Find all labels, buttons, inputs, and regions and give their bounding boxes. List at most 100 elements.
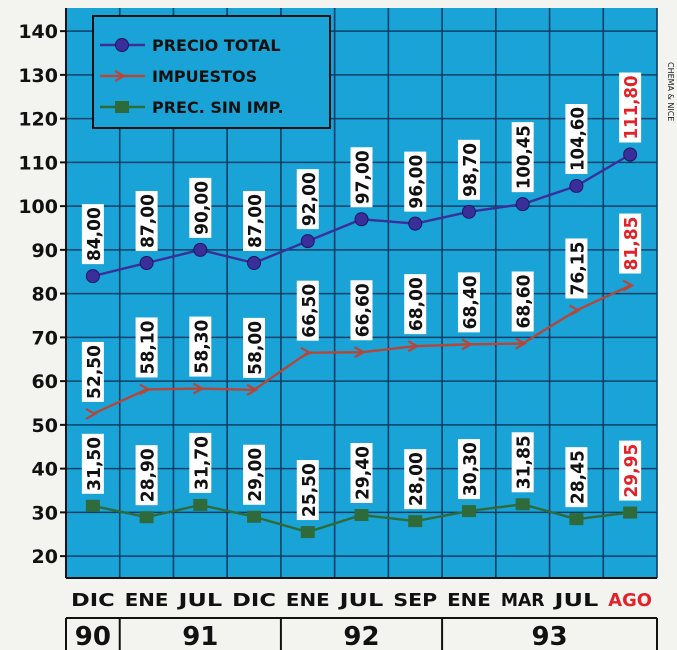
data-point bbox=[193, 242, 208, 257]
data-label-box bbox=[457, 439, 480, 500]
legend-marker bbox=[114, 70, 127, 82]
y-tick-label: 20 bbox=[32, 546, 58, 568]
x-tick-label: JUL bbox=[337, 590, 383, 611]
y-tick-label: 90 bbox=[32, 240, 58, 262]
data-label: 31,50 bbox=[84, 437, 105, 491]
x-tick-label: SEP bbox=[393, 590, 437, 611]
data-label: 66,60 bbox=[353, 283, 374, 337]
data-point bbox=[568, 304, 581, 317]
legend-label: PREC. SIN IMP. bbox=[152, 98, 284, 117]
data-label-box bbox=[511, 432, 534, 493]
data-point bbox=[354, 509, 369, 521]
y-axis: 20 30 40 50 60 70 80 90 100 110 120 130 140 bbox=[18, 8, 67, 578]
data-label-box bbox=[296, 280, 319, 341]
data-point bbox=[193, 498, 208, 511]
data-label-box bbox=[565, 447, 588, 508]
legend-label: PRECIO TOTAL bbox=[152, 36, 281, 55]
data-point bbox=[622, 279, 635, 292]
data-label: 111,80 bbox=[621, 76, 642, 140]
data-label-box bbox=[565, 104, 588, 174]
data-label: 28,45 bbox=[567, 450, 588, 504]
data-point bbox=[247, 256, 262, 270]
data-label-box bbox=[619, 213, 642, 274]
x-tick-label: AGO bbox=[608, 590, 652, 611]
data-label: 92,00 bbox=[299, 172, 320, 226]
data-label: 96,00 bbox=[406, 155, 427, 209]
data-point bbox=[623, 147, 638, 162]
data-label-box bbox=[296, 460, 319, 521]
data-label: 28,00 bbox=[406, 452, 427, 506]
data-label-box bbox=[350, 147, 373, 208]
data-label-box bbox=[404, 449, 427, 510]
data-label: 29,40 bbox=[353, 446, 374, 500]
data-point bbox=[515, 337, 527, 350]
data-label: 87,00 bbox=[138, 194, 159, 248]
y-tick-label: 120 bbox=[18, 109, 58, 131]
data-label: 58,30 bbox=[191, 320, 212, 374]
data-label: 25,50 bbox=[299, 463, 320, 517]
data-label: 66,50 bbox=[299, 284, 320, 338]
y-tick-label: 70 bbox=[32, 327, 58, 349]
data-label: 31,70 bbox=[191, 436, 212, 490]
data-label: 58,00 bbox=[245, 321, 266, 375]
x-axis: DIC ENE JUL DIC ENE JUL SEP ENE MAR JUL AGO 90 91 92 9… bbox=[65, 577, 658, 650]
data-label: 29,95 bbox=[621, 444, 642, 498]
data-label-box bbox=[189, 316, 212, 377]
x-tick-label: DIC bbox=[71, 590, 115, 611]
data-label-box bbox=[81, 341, 104, 402]
data-label: 104,60 bbox=[567, 107, 588, 171]
data-label: 87,00 bbox=[245, 194, 266, 248]
credit-text: CHEMA & NICE bbox=[666, 62, 675, 121]
y-tick-label: 50 bbox=[32, 415, 58, 437]
data-label: 90,00 bbox=[191, 181, 212, 235]
data-label: 68,40 bbox=[460, 275, 481, 329]
legend: PRECIO TOTAL IMPUESTOS PREC. SIN IMP. bbox=[92, 15, 331, 129]
data-point bbox=[354, 212, 369, 227]
data-point bbox=[461, 204, 476, 219]
x-tick-label: ENE bbox=[447, 590, 491, 611]
data-point bbox=[407, 340, 420, 353]
data-label-box bbox=[296, 169, 319, 230]
data-label: 98,70 bbox=[460, 143, 481, 197]
data-label-box bbox=[135, 191, 158, 251]
data-label: 76,15 bbox=[567, 241, 588, 295]
data-label: 52,50 bbox=[84, 345, 105, 399]
data-point bbox=[623, 506, 638, 519]
year-label: 93 bbox=[531, 622, 567, 650]
data-label: 31,85 bbox=[514, 435, 535, 489]
y-tick-label: 80 bbox=[32, 284, 58, 306]
data-point bbox=[85, 499, 100, 512]
data-label-box bbox=[81, 433, 104, 494]
data-point bbox=[246, 383, 259, 396]
data-label-box bbox=[457, 139, 480, 200]
data-label: 81,85 bbox=[621, 217, 642, 271]
data-label-box bbox=[243, 317, 266, 378]
x-tick-label: MAR bbox=[501, 590, 545, 611]
data-label: 68,00 bbox=[406, 277, 427, 331]
y-tick-label: 140 bbox=[18, 21, 58, 43]
data-label: 68,60 bbox=[514, 275, 535, 329]
data-label-box bbox=[511, 122, 534, 193]
data-label-box bbox=[404, 274, 427, 335]
data-label: 97,00 bbox=[353, 150, 374, 204]
data-label-box bbox=[189, 177, 212, 238]
data-label-box bbox=[619, 440, 642, 501]
data-point bbox=[461, 505, 476, 518]
data-label-box bbox=[457, 272, 480, 333]
data-point bbox=[515, 498, 530, 511]
data-point bbox=[192, 382, 205, 395]
data-point bbox=[353, 346, 366, 359]
legend-box bbox=[92, 15, 331, 129]
data-point bbox=[300, 526, 315, 539]
data-label-box bbox=[511, 271, 534, 332]
data-point bbox=[139, 511, 154, 524]
data-label-box bbox=[243, 191, 266, 251]
data-label: 100,45 bbox=[514, 125, 535, 189]
data-point bbox=[85, 407, 98, 420]
y-tick-label: 100 bbox=[18, 196, 58, 218]
series-markers bbox=[85, 147, 638, 539]
data-point bbox=[515, 197, 530, 212]
x-tick-label: ENE bbox=[125, 590, 169, 611]
data-label-box bbox=[350, 280, 373, 341]
data-point bbox=[408, 216, 423, 231]
